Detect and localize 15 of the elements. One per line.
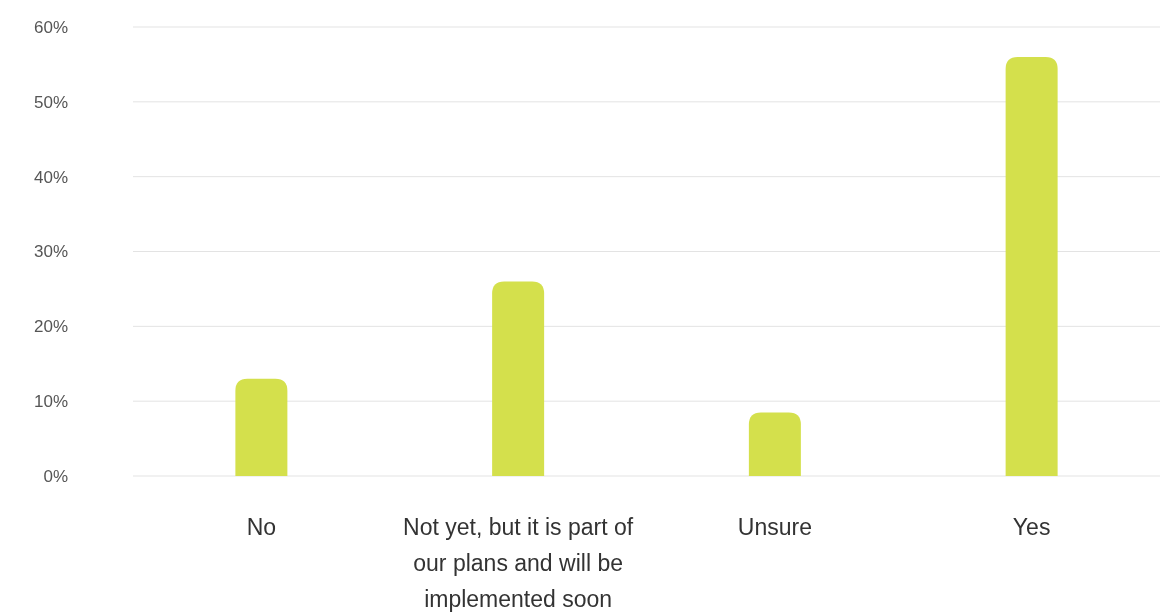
y-tick-label: 30% bbox=[33, 242, 68, 262]
x-tick-label: Not yet, but it is part of our plans and will be implemented soon bbox=[403, 514, 634, 612]
x-tick-label: No bbox=[246, 514, 277, 540]
y-tick-label: 60% bbox=[33, 17, 68, 37]
x-tick-label: Yes bbox=[1012, 514, 1051, 540]
bar bbox=[492, 281, 545, 476]
y-tick-label: 20% bbox=[33, 317, 68, 337]
y-tick-label: 40% bbox=[33, 167, 68, 187]
y-tick-label: 0% bbox=[43, 466, 68, 486]
x-tick-label: Unsure bbox=[737, 514, 812, 540]
bar bbox=[748, 412, 801, 476]
bar bbox=[235, 378, 288, 476]
y-tick-label: 10% bbox=[33, 392, 68, 412]
y-tick-label: 50% bbox=[33, 92, 68, 112]
bar bbox=[1005, 56, 1058, 476]
